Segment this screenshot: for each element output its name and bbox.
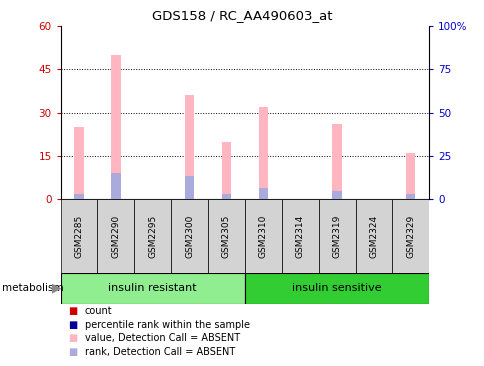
Bar: [221, 142, 230, 199]
Text: ▶: ▶: [52, 282, 62, 295]
Text: ■: ■: [68, 306, 77, 316]
Text: percentile rank within the sample: percentile rank within the sample: [85, 320, 249, 329]
Bar: [405, 194, 414, 199]
Text: metabolism: metabolism: [2, 283, 64, 293]
Text: ■: ■: [68, 333, 77, 343]
Bar: [355, 199, 392, 273]
Text: ■: ■: [68, 347, 77, 357]
Text: ■: ■: [68, 320, 77, 329]
Bar: [332, 191, 341, 199]
Bar: [318, 199, 355, 273]
Bar: [392, 199, 428, 273]
Bar: [244, 273, 428, 304]
Bar: [281, 199, 318, 273]
Bar: [221, 194, 230, 199]
Bar: [60, 273, 244, 304]
Text: GSM2290: GSM2290: [111, 214, 120, 258]
Text: insulin resistant: insulin resistant: [108, 283, 197, 293]
Bar: [97, 199, 134, 273]
Text: GSM2295: GSM2295: [148, 214, 157, 258]
Bar: [111, 55, 120, 199]
Bar: [258, 107, 267, 199]
Text: GSM2285: GSM2285: [75, 214, 83, 258]
Bar: [74, 194, 83, 199]
Bar: [74, 127, 83, 199]
Bar: [332, 124, 341, 199]
Text: GSM2314: GSM2314: [295, 214, 304, 258]
Text: GSM2329: GSM2329: [406, 214, 414, 258]
Bar: [208, 199, 244, 273]
Text: insulin sensitive: insulin sensitive: [292, 283, 381, 293]
Bar: [405, 153, 414, 199]
Text: GSM2310: GSM2310: [258, 214, 267, 258]
Text: GSM2319: GSM2319: [332, 214, 341, 258]
Text: GDS158 / RC_AA490603_at: GDS158 / RC_AA490603_at: [152, 9, 332, 22]
Bar: [258, 188, 267, 199]
Bar: [111, 173, 120, 199]
Text: rank, Detection Call = ABSENT: rank, Detection Call = ABSENT: [85, 347, 235, 357]
Text: value, Detection Call = ABSENT: value, Detection Call = ABSENT: [85, 333, 240, 343]
Bar: [171, 199, 208, 273]
Text: GSM2305: GSM2305: [222, 214, 230, 258]
Bar: [244, 199, 281, 273]
Bar: [134, 199, 171, 273]
Text: count: count: [85, 306, 112, 316]
Text: GSM2324: GSM2324: [369, 214, 378, 258]
Bar: [184, 176, 194, 199]
Bar: [184, 95, 194, 199]
Text: GSM2300: GSM2300: [185, 214, 194, 258]
Bar: [60, 199, 97, 273]
